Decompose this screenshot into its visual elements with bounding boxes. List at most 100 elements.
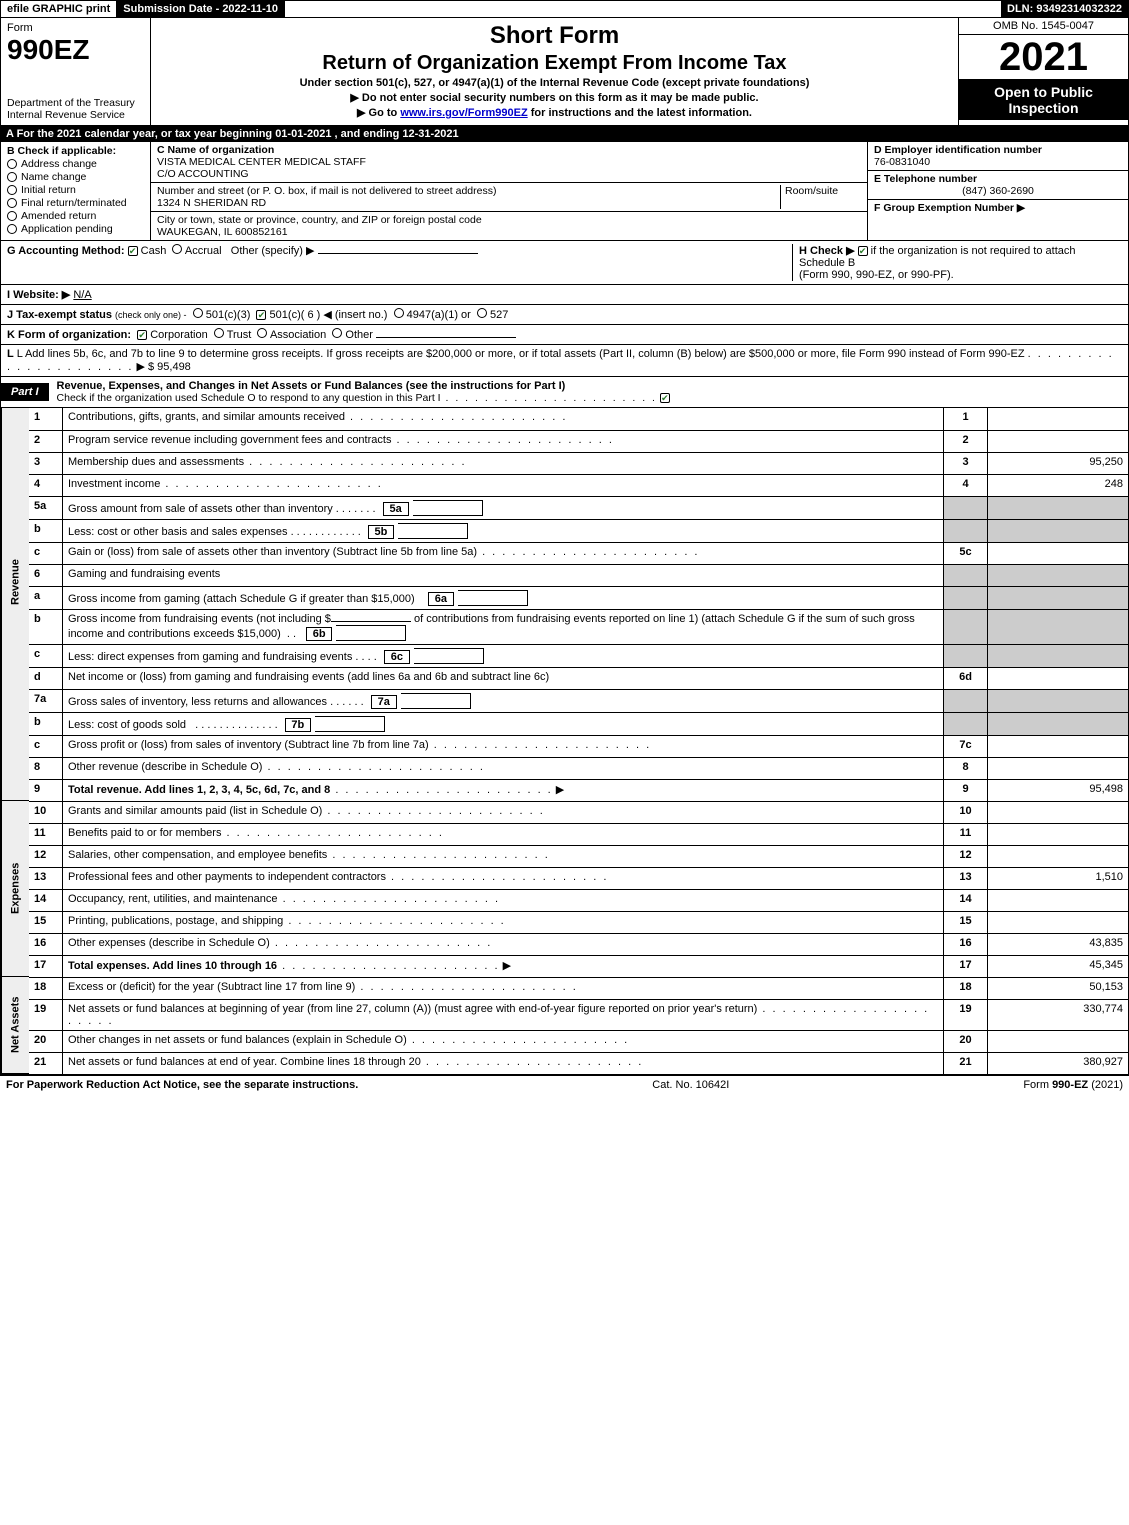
ln-5c: c	[29, 542, 63, 564]
desc-11: Benefits paid to or for members	[63, 823, 944, 845]
ln-15: 15	[29, 911, 63, 933]
rb-501c3[interactable]	[193, 308, 203, 318]
desc-1: Contributions, gifts, grants, and simila…	[63, 408, 944, 430]
amt-9: 95,498	[988, 779, 1128, 801]
num-2: 2	[944, 430, 988, 452]
amt-5c	[988, 542, 1128, 564]
desc-12: Salaries, other compensation, and employ…	[63, 845, 944, 867]
cb-initial-return[interactable]: Initial return	[7, 184, 144, 196]
omb-number: OMB No. 1545-0047	[959, 18, 1128, 35]
row-a: A For the 2021 calendar year, or tax yea…	[0, 126, 1129, 142]
org-name-1: VISTA MEDICAL CENTER MEDICAL STAFF	[157, 156, 366, 168]
ln-14: 14	[29, 889, 63, 911]
num-6d: 6d	[944, 667, 988, 689]
b-heading: B Check if applicable:	[7, 145, 144, 157]
desc-6d: Net income or (loss) from gaming and fun…	[63, 667, 944, 689]
k-other-input[interactable]	[376, 337, 516, 338]
desc-13: Professional fees and other payments to …	[63, 867, 944, 889]
amt-20	[988, 1030, 1128, 1052]
desc-5a: Gross amount from sale of assets other t…	[63, 496, 944, 519]
org-city: WAUKEGAN, IL 600852161	[157, 226, 288, 238]
subtitle-3: ▶ Go to www.irs.gov/Form990EZ for instru…	[161, 106, 948, 119]
other-specify-input[interactable]	[318, 253, 478, 254]
row-k: K Form of organization: Corporation Trus…	[0, 325, 1129, 345]
num-5c: 5c	[944, 542, 988, 564]
cb-pending[interactable]: Application pending	[7, 223, 144, 235]
footer-right: Form 990-EZ (2021)	[1023, 1079, 1123, 1091]
cb-h[interactable]	[858, 246, 868, 256]
amt-8	[988, 757, 1128, 779]
topbar-spacer	[285, 1, 1001, 17]
amt-1	[988, 408, 1128, 430]
cb-part-i-sched-o[interactable]	[660, 393, 670, 403]
ln-20: 20	[29, 1030, 63, 1052]
desc-16: Other expenses (describe in Schedule O)	[63, 933, 944, 955]
cat-revenue: Revenue	[1, 408, 29, 757]
l-text: L Add lines 5b, 6c, and 7b to line 9 to …	[17, 348, 1025, 360]
rb-other[interactable]	[332, 328, 342, 338]
part-i-grid: Revenue 1 Contributions, gifts, grants, …	[0, 408, 1129, 1075]
rb-assoc[interactable]	[257, 328, 267, 338]
desc-4: Investment income	[63, 474, 944, 496]
amt-4: 248	[988, 474, 1128, 496]
amt-13: 1,510	[988, 867, 1128, 889]
rb-accrual[interactable]	[172, 244, 182, 254]
i-lbl: I Website: ▶	[7, 289, 70, 301]
submission-date: Submission Date - 2022-11-10	[117, 1, 285, 17]
website-value: N/A	[73, 289, 91, 301]
desc-18: Excess or (deficit) for the year (Subtra…	[63, 977, 944, 999]
rb-trust[interactable]	[214, 328, 224, 338]
amt-5a-shade	[988, 496, 1128, 519]
desc-21: Net assets or fund balances at end of ye…	[63, 1052, 944, 1074]
rb-527[interactable]	[477, 308, 487, 318]
desc-6b: Gross income from fundraising events (no…	[63, 609, 944, 644]
desc-7c: Gross profit or (loss) from sales of inv…	[63, 735, 944, 757]
desc-8: Other revenue (describe in Schedule O)	[63, 757, 944, 779]
cb-cash[interactable]	[128, 246, 138, 256]
desc-10: Grants and similar amounts paid (list in…	[63, 801, 944, 823]
irs-link[interactable]: www.irs.gov/Form990EZ	[400, 107, 527, 119]
desc-7a: Gross sales of inventory, less returns a…	[63, 689, 944, 712]
num-18: 18	[944, 977, 988, 999]
col-c: C Name of organization VISTA MEDICAL CEN…	[151, 142, 868, 240]
cb-corp[interactable]	[137, 330, 147, 340]
part-i-tag: Part I	[1, 383, 49, 401]
num-7c: 7c	[944, 735, 988, 757]
efile-label[interactable]: efile GRAPHIC print	[1, 1, 117, 17]
ln-11: 11	[29, 823, 63, 845]
l-amount: ▶ $ 95,498	[136, 361, 190, 373]
cb-final-return[interactable]: Final return/terminated	[7, 197, 144, 209]
subtitle-1: Under section 501(c), 527, or 4947(a)(1)…	[161, 77, 948, 89]
desc-17: Total expenses. Add lines 10 through 16	[63, 955, 944, 977]
rb-4947[interactable]	[394, 308, 404, 318]
amt-15	[988, 911, 1128, 933]
num-5a-shade	[944, 496, 988, 519]
num-15: 15	[944, 911, 988, 933]
num-11: 11	[944, 823, 988, 845]
short-form-title: Short Form	[161, 22, 948, 50]
row-i: I Website: ▶ N/A	[0, 285, 1129, 305]
amt-7c	[988, 735, 1128, 757]
cb-amended[interactable]: Amended return	[7, 210, 144, 222]
form-label: Form	[7, 22, 144, 34]
open-public: Open to Public Inspection	[959, 79, 1128, 120]
d-block: D Employer identification number 76-0831…	[868, 142, 1128, 171]
desc-9: Total revenue. Add lines 1, 2, 3, 4, 5c,…	[63, 779, 944, 801]
cb-address-change[interactable]: Address change	[7, 158, 144, 170]
c-addr-block: Number and street (or P. O. box, if mail…	[151, 183, 867, 212]
cb-501c[interactable]	[256, 310, 266, 320]
desc-14: Occupancy, rent, utilities, and maintena…	[63, 889, 944, 911]
k-lbl: K Form of organization:	[7, 329, 131, 341]
num-8: 8	[944, 757, 988, 779]
part-i-header: Part I Revenue, Expenses, and Changes in…	[0, 377, 1129, 408]
cb-name-change[interactable]: Name change	[7, 171, 144, 183]
c-name-block: C Name of organization VISTA MEDICAL CEN…	[151, 142, 867, 183]
f-block: F Group Exemption Number ▶	[868, 200, 1128, 216]
ln-8: 8	[29, 757, 63, 779]
amt-14	[988, 889, 1128, 911]
ln-12: 12	[29, 845, 63, 867]
desc-6a: Gross income from gaming (attach Schedul…	[63, 586, 944, 609]
amt-12	[988, 845, 1128, 867]
amt-10	[988, 801, 1128, 823]
ln-17: 17	[29, 955, 63, 977]
